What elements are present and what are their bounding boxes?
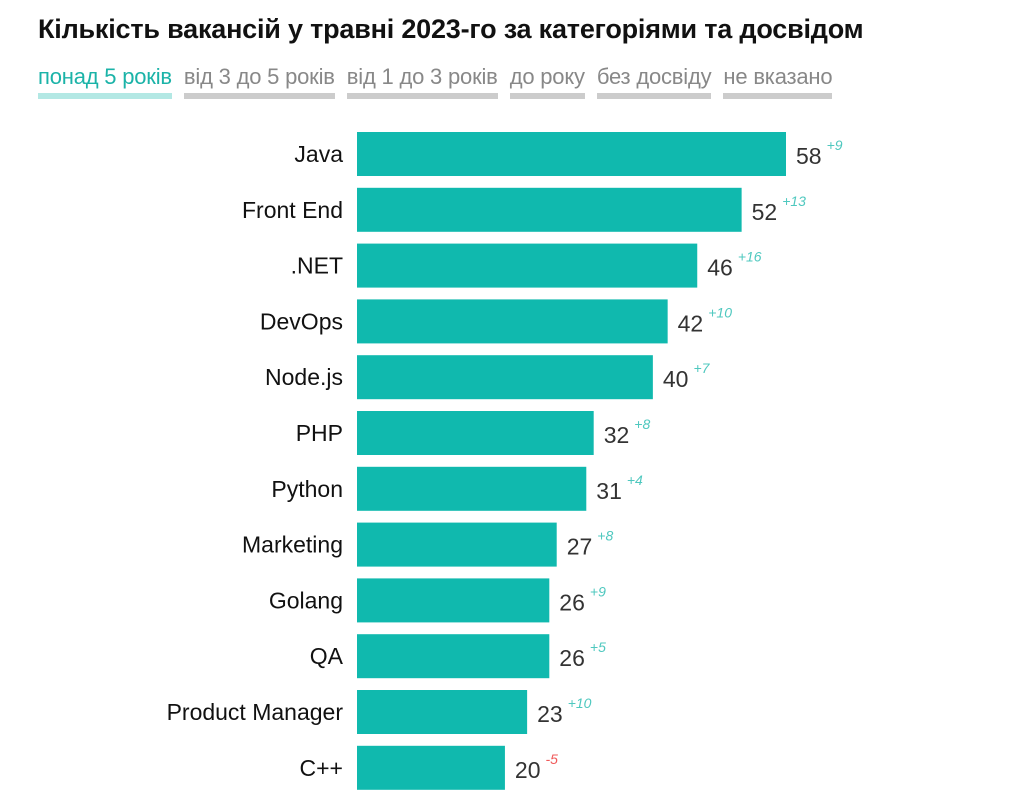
value-label: 40 <box>663 366 689 392</box>
tab-under-1-year[interactable]: до року <box>509 64 585 99</box>
value-label: 32 <box>604 422 630 448</box>
bar-row: Node.js 40 +7 <box>265 355 711 400</box>
category-label: Java <box>294 141 343 167</box>
category-label: Python <box>271 476 343 502</box>
bar-row: QA 26 +5 <box>310 634 606 679</box>
value-label: 58 <box>796 143 822 169</box>
tab-not-specified[interactable]: не вказано <box>723 64 833 99</box>
bar[interactable] <box>357 690 528 734</box>
delta-label: +4 <box>627 472 643 488</box>
category-label: PHP <box>296 420 343 446</box>
bar[interactable] <box>357 578 550 623</box>
bar-row: PHP 32 +8 <box>296 411 650 455</box>
bar-row: Front End 52 +13 <box>242 187 806 232</box>
bar[interactable] <box>357 466 587 511</box>
bar[interactable] <box>357 187 742 232</box>
bar-row: .NET 46 +16 <box>291 243 762 288</box>
bar[interactable] <box>357 411 594 455</box>
tab-over-5-years[interactable]: понад 5 років <box>38 64 172 99</box>
delta-label: +10 <box>568 695 592 711</box>
delta-label: +13 <box>782 193 806 209</box>
tab-1-to-3-years[interactable]: від 1 до 3 років <box>346 64 498 99</box>
value-label: 46 <box>707 255 733 281</box>
bar-row: Python 31 +4 <box>271 466 643 511</box>
category-label: Front End <box>242 197 343 223</box>
value-label: 26 <box>559 589 585 615</box>
chart-title: Кількість вакансій у травні 2023-го за к… <box>38 14 864 44</box>
delta-label: +8 <box>634 416 650 432</box>
delta-label: +10 <box>708 304 732 320</box>
bar[interactable] <box>357 634 550 679</box>
bar[interactable] <box>357 745 505 790</box>
category-label: Product Manager <box>167 699 344 725</box>
value-label: 23 <box>537 701 563 727</box>
bar[interactable] <box>357 355 653 400</box>
bar[interactable] <box>357 522 557 567</box>
delta-label: +8 <box>597 528 613 544</box>
bar-row: Marketing 27 +8 <box>242 522 613 567</box>
delta-label: +9 <box>827 137 843 153</box>
category-label: DevOps <box>260 308 343 334</box>
value-label: 27 <box>567 534 593 560</box>
bar[interactable] <box>357 132 786 176</box>
category-label: Golang <box>269 587 343 613</box>
bar-row: Java 58 +9 <box>294 132 843 176</box>
category-label: Node.js <box>265 364 343 390</box>
category-label: QA <box>310 643 344 669</box>
bar-row: Product Manager 23 +10 <box>167 690 592 734</box>
experience-tabs: понад 5 років від 3 до 5 років від 1 до … <box>38 64 833 99</box>
value-label: 20 <box>515 757 541 783</box>
category-label: C++ <box>300 755 343 781</box>
bar-row: Golang 26 +9 <box>269 578 606 623</box>
delta-label: -5 <box>546 751 559 767</box>
category-label: Marketing <box>242 532 343 558</box>
bar-row: C++ 20 -5 <box>300 745 559 790</box>
value-label: 26 <box>559 645 585 671</box>
tab-no-experience[interactable]: без досвіду <box>596 64 712 99</box>
tab-3-to-5-years[interactable]: від 3 до 5 років <box>183 64 335 99</box>
value-label: 31 <box>596 478 622 504</box>
bar[interactable] <box>357 299 668 344</box>
category-label: .NET <box>291 253 343 279</box>
delta-label: +9 <box>590 583 606 599</box>
delta-label: +16 <box>738 249 762 265</box>
bar-row: DevOps 42 +10 <box>260 299 732 344</box>
delta-label: +7 <box>693 360 710 376</box>
value-label: 42 <box>678 310 704 336</box>
value-label: 52 <box>752 199 778 225</box>
bar[interactable] <box>357 243 698 288</box>
delta-label: +5 <box>590 639 606 655</box>
